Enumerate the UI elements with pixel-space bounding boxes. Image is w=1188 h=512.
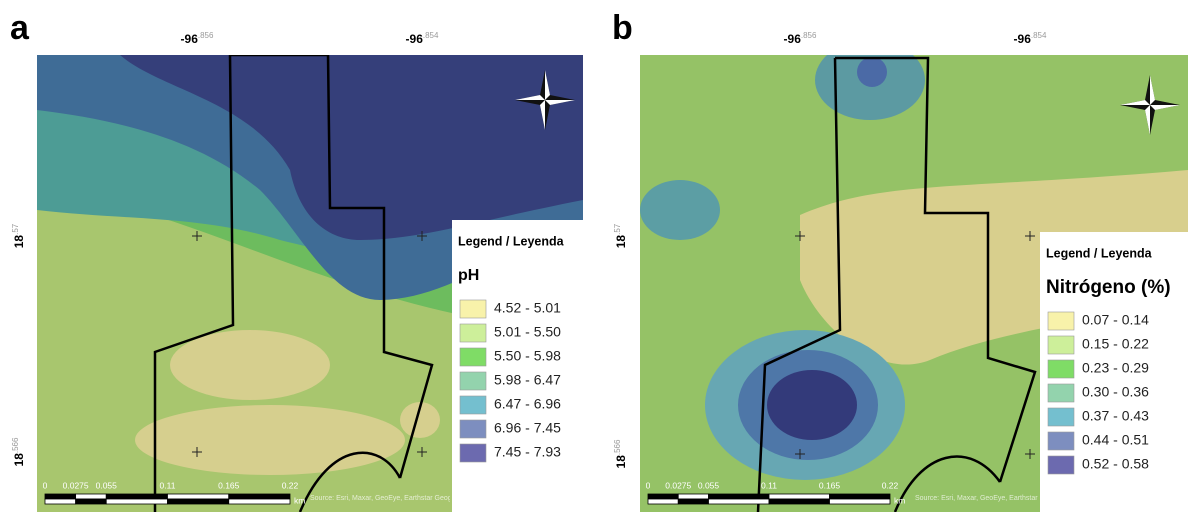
legend-label: 7.45 - 7.93 — [494, 444, 561, 460]
scale-segment — [106, 494, 167, 499]
scale-label: 0.0275 — [63, 480, 89, 490]
legend-swatch — [460, 420, 486, 438]
legend-swatch — [460, 444, 486, 462]
latitude-label: 18.57 — [11, 223, 26, 248]
longitude-label: -96.856 — [784, 31, 817, 46]
legend-swatch — [460, 300, 486, 318]
legend-label: 5.98 - 6.47 — [494, 372, 561, 388]
minutes: .57 — [11, 223, 20, 235]
scale-segment — [678, 494, 708, 499]
legend-title: pH — [458, 267, 479, 284]
scale-label: 0 — [646, 480, 651, 490]
longitude-label: -96.854 — [1014, 31, 1047, 46]
legend-swatch — [460, 372, 486, 390]
scale-segment — [769, 494, 830, 499]
scale-segment — [678, 499, 708, 504]
degree: -96 — [406, 32, 424, 46]
scale-segment — [709, 499, 770, 504]
latitude-label: 18.57 — [613, 223, 628, 248]
legend-swatch — [1048, 408, 1074, 426]
scale-segment — [648, 499, 678, 504]
scale-label: 0.055 — [96, 480, 118, 490]
scale-segment — [168, 499, 229, 504]
legend-label: 6.47 - 6.96 — [494, 396, 561, 412]
latitude-label: 18.566 — [11, 437, 26, 466]
scale-segment — [830, 499, 891, 504]
legend-swatch — [1048, 360, 1074, 378]
legend-title: Nitrógeno (%) — [1046, 277, 1171, 298]
latitude-label: 18.566 — [613, 439, 628, 468]
scale-label: 0.165 — [218, 480, 240, 490]
minutes: .856 — [801, 31, 817, 40]
panel-label: a — [10, 9, 30, 47]
scale-segment — [45, 494, 76, 499]
minutes: .566 — [11, 437, 20, 453]
legend-heading: Legend / Leyenda — [1046, 246, 1153, 260]
longitude-label: -96.856 — [181, 31, 214, 46]
degree: 18 — [12, 235, 26, 249]
degree: -96 — [1014, 32, 1032, 46]
scale-label: 0.165 — [819, 480, 841, 490]
scale-label: 0.11 — [761, 480, 777, 490]
legend-swatch — [1048, 384, 1074, 402]
scale-unit: km — [294, 495, 305, 505]
scale-segment — [168, 494, 229, 499]
legend-label: 0.23 - 0.29 — [1082, 360, 1149, 376]
legend-label: 4.52 - 5.01 — [494, 300, 561, 316]
legend-label: 0.52 - 0.58 — [1082, 456, 1149, 472]
figure: a-96.856-96.85418.5718.566Legend / Leyen… — [0, 0, 1188, 512]
minutes: .566 — [613, 439, 622, 455]
scale-label: 0.055 — [698, 480, 720, 490]
legend-swatch — [460, 348, 486, 366]
legend-swatch — [1048, 456, 1074, 474]
scale-segment — [229, 499, 290, 504]
legend-label: 6.96 - 7.45 — [494, 420, 561, 436]
legend-label: 0.07 - 0.14 — [1082, 312, 1149, 328]
legend-label: 0.37 - 0.43 — [1082, 408, 1149, 424]
scale-segment — [830, 494, 891, 499]
scale-unit: km — [894, 495, 905, 505]
panel-label: b — [612, 9, 633, 47]
scale-segment — [76, 499, 107, 504]
legend-label: 0.44 - 0.51 — [1082, 432, 1149, 448]
legend-swatch — [460, 396, 486, 414]
minutes: .856 — [198, 31, 214, 40]
legend-swatch — [460, 324, 486, 342]
scale-segment — [76, 494, 107, 499]
degree: -96 — [784, 32, 802, 46]
degree: 18 — [614, 235, 628, 249]
scale-segment — [45, 499, 76, 504]
scale-segment — [769, 499, 830, 504]
degree: 18 — [12, 453, 26, 467]
minutes: .854 — [423, 31, 439, 40]
degree: 18 — [614, 455, 628, 469]
scale-label: 0.22 — [882, 480, 899, 490]
legend-swatch — [1048, 312, 1074, 330]
scale-label: 0.11 — [160, 480, 176, 490]
legend-label: 0.15 - 0.22 — [1082, 336, 1149, 352]
scale-label: 0 — [43, 480, 48, 490]
legend-heading: Legend / Leyenda — [458, 234, 565, 248]
scale-segment — [106, 499, 167, 504]
legend-swatch — [1048, 432, 1074, 450]
minutes: .854 — [1031, 31, 1047, 40]
degree: -96 — [181, 32, 199, 46]
scale-label: 0.0275 — [665, 480, 691, 490]
minutes: .57 — [613, 223, 622, 235]
legend-label: 5.01 - 5.50 — [494, 324, 561, 340]
scale-segment — [709, 494, 770, 499]
longitude-label: -96.854 — [406, 31, 439, 46]
scale-segment — [229, 494, 290, 499]
scale-segment — [648, 494, 678, 499]
legend-label: 5.50 - 5.98 — [494, 348, 561, 364]
legend-label: 0.30 - 0.36 — [1082, 384, 1149, 400]
scale-label: 0.22 — [282, 480, 299, 490]
legend-swatch — [1048, 336, 1074, 354]
